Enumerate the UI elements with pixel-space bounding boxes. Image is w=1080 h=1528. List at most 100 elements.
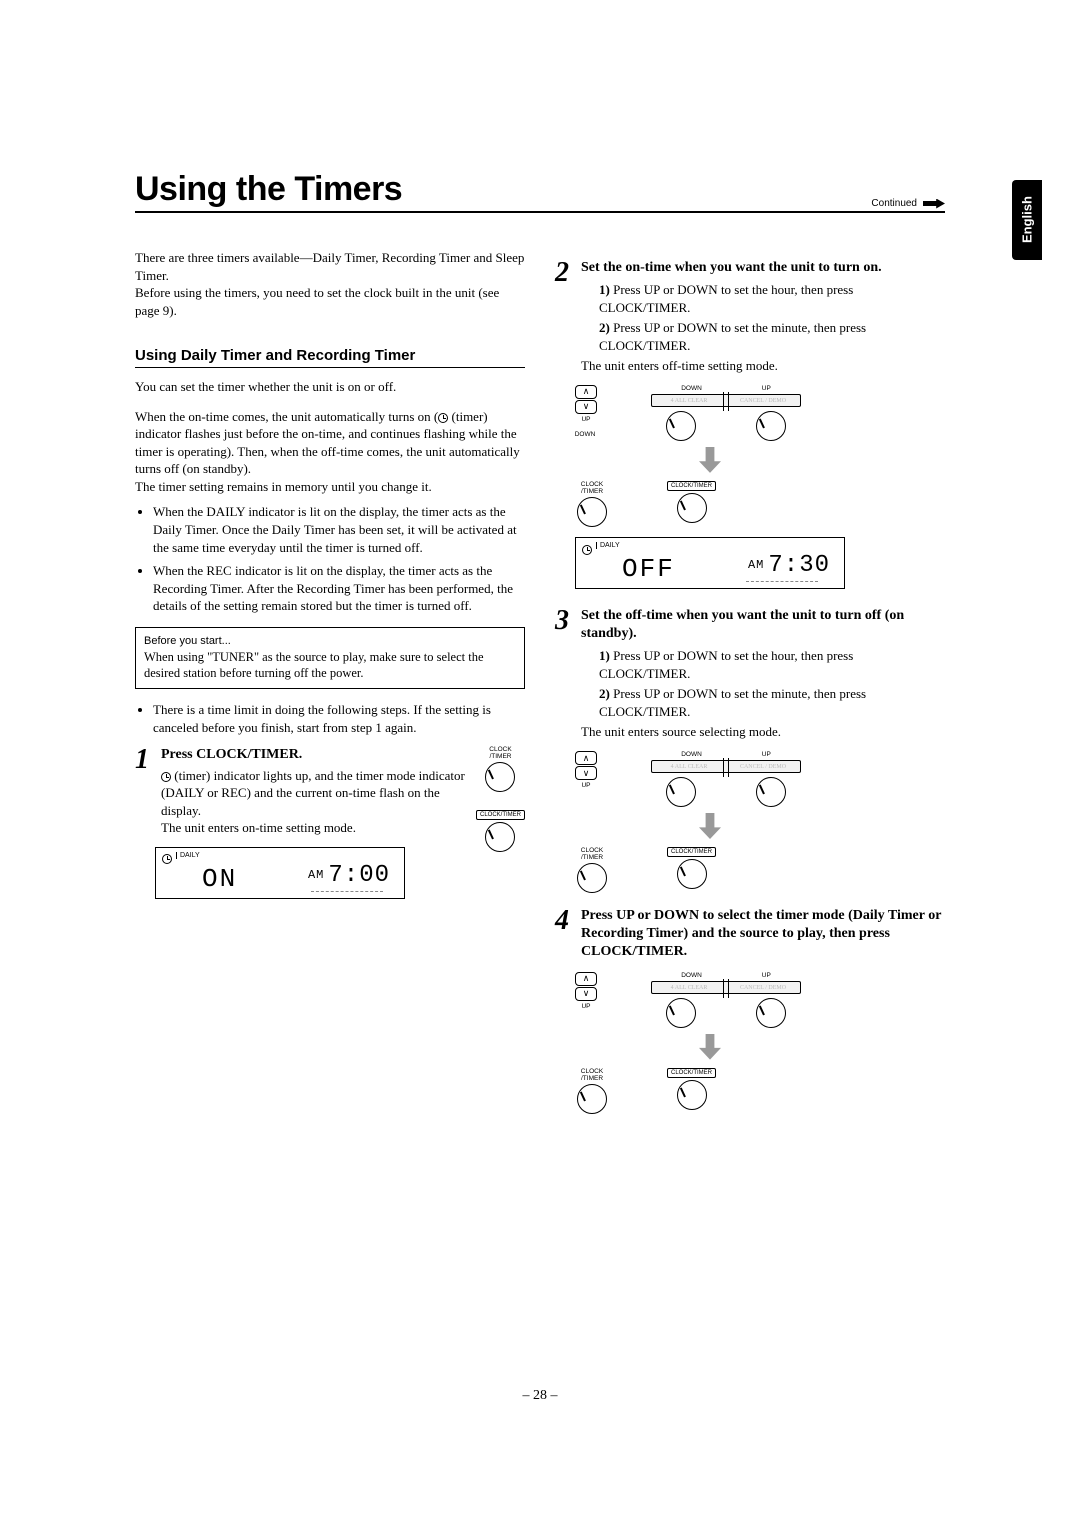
note-box: Before you start... When using "TUNER" a… — [135, 627, 525, 690]
down-button-icon: ∨ — [575, 400, 597, 414]
down-button-icon: ∨ — [575, 987, 597, 1001]
knob-icon — [577, 497, 607, 527]
continued-label: Continued — [871, 198, 917, 209]
clock-timer-label: CLOCK /TIMER — [581, 847, 603, 861]
step2-after: The unit enters off-time setting mode. — [581, 357, 945, 375]
clock-timer-label: CLOCK /TIMER — [489, 746, 511, 760]
section1-bullets: When the DAILY indicator is lit on the d… — [135, 503, 525, 614]
page-title: Using the Timers — [135, 170, 402, 209]
clock-timer-label: CLOCK /TIMER — [581, 1068, 603, 1082]
clock-icon — [162, 854, 172, 864]
lcd-am-lead: AM — [748, 558, 764, 572]
section-heading: Using Daily Timer and Recording Timer — [135, 347, 525, 368]
up-button-icon: ∧ — [575, 751, 597, 765]
knob-icon — [577, 863, 607, 893]
section1-p1: You can set the timer whether the unit i… — [135, 378, 525, 396]
remote-bar: 4 ALL CLEAR CANCEL / DEMO — [651, 760, 801, 773]
lcd-am-lead: AM — [308, 868, 324, 882]
step1-title: Press CLOCK/TIMER. — [161, 746, 465, 764]
lcd-display-off: DAILY OFF AM 7:30 — [575, 537, 845, 589]
knob-icon — [756, 777, 786, 807]
lcd-time: 7:30 — [768, 552, 830, 579]
step2-title: Set the on-time when you want the unit t… — [581, 259, 945, 277]
lcd-left-text: ON — [202, 864, 237, 894]
knob-icon — [677, 493, 707, 523]
up-label-2: UP — [762, 385, 771, 392]
down-label-2: DOWN — [681, 385, 702, 392]
step1-body: (timer) indicator lights up, and the tim… — [161, 767, 465, 837]
step3-substeps: 1) Press UP or DOWN to set the hour, the… — [581, 647, 945, 720]
up-label: UP — [581, 1003, 590, 1010]
up-label-2: UP — [762, 972, 771, 979]
clock-icon — [438, 413, 448, 423]
intro-p2: Before using the timers, you need to set… — [135, 284, 525, 319]
step2-substeps: 1) Press UP or DOWN to set the hour, the… — [581, 281, 945, 354]
step1-num: 1 — [135, 746, 155, 774]
section1-p3: The timer setting remains in memory unti… — [135, 478, 525, 496]
page-content: Using the Timers Continued There are thr… — [135, 170, 945, 1124]
clock-timer-button-label: CLOCK/TIMER — [667, 1068, 716, 1078]
knob-icon — [577, 1084, 607, 1114]
down-label-2: DOWN — [681, 972, 702, 979]
knob-icon — [756, 998, 786, 1028]
step2-num: 2 — [555, 259, 575, 287]
clock-icon — [161, 772, 171, 782]
clock-icon — [582, 545, 592, 555]
lcd-display-on: DAILY ON AM 7:00 — [155, 847, 405, 899]
lcd-daily-label: DAILY — [176, 852, 200, 859]
bullet-rec: When the REC indicator is lit on the dis… — [153, 562, 525, 615]
knob-icon — [677, 1080, 707, 1110]
arrow-right-icon — [923, 199, 945, 209]
step3-after: The unit enters source selecting mode. — [581, 723, 945, 741]
up-label-2: UP — [762, 751, 771, 758]
step3-num: 3 — [555, 607, 575, 635]
knob-icon — [485, 762, 515, 792]
knob-icon — [666, 411, 696, 441]
up-button-icon: ∧ — [575, 972, 597, 986]
clock-timer-button-label: CLOCK/TIMER — [667, 481, 716, 491]
knob-icon — [666, 777, 696, 807]
note-lead: Before you start... — [144, 634, 516, 649]
remote-bar: 4 ALL CLEAR CANCEL / DEMO — [651, 981, 801, 994]
up-label: UP — [581, 782, 590, 789]
language-tab: English — [1012, 180, 1042, 260]
columns: There are three timers available—Daily T… — [135, 249, 945, 1124]
remote-bar: 4 ALL CLEAR CANCEL / DEMO — [651, 394, 801, 407]
knob-icon — [677, 859, 707, 889]
down-button-icon: ∨ — [575, 766, 597, 780]
down-arrow-icon — [699, 1034, 721, 1060]
lcd-daily-label: DAILY — [596, 542, 620, 549]
up-label: UP — [581, 416, 590, 423]
clock-timer-button-label: CLOCK/TIMER — [476, 810, 525, 820]
down-label: DOWN — [575, 431, 596, 438]
updown-buttons: ∧ ∨ — [575, 751, 597, 780]
step4-figure: ∧ ∨ UP DOWN UP 4 ALL CLEAR CANCEL / DEMO — [575, 972, 845, 1114]
bullet-daily: When the DAILY indicator is lit on the d… — [153, 503, 525, 556]
step3-figure: ∧ ∨ UP DOWN UP 4 ALL CLEAR CANCEL / DEMO — [575, 751, 845, 893]
down-label-2: DOWN — [681, 751, 702, 758]
left-column: There are three timers available—Daily T… — [135, 249, 525, 1124]
step3-title: Set the off-time when you want the unit … — [581, 607, 945, 643]
step4-title: Press UP or DOWN to select the timer mod… — [581, 907, 945, 962]
note-body: When using "TUNER" as the source to play… — [144, 649, 516, 683]
step3-sub1: 1) Press UP or DOWN to set the hour, the… — [599, 647, 945, 682]
clock-timer-button-label: CLOCK/TIMER — [667, 847, 716, 857]
down-arrow-icon — [699, 813, 721, 839]
section1-p2: When the on-time comes, the unit automat… — [135, 408, 525, 478]
step2-sub1: 1) Press UP or DOWN to set the hour, the… — [599, 281, 945, 316]
step2-figure: ∧ ∨ UP DOWN DOWN UP — [575, 385, 845, 527]
limit-bullet-list: There is a time limit in doing the follo… — [135, 701, 525, 736]
page-number: – 28 – — [135, 1388, 945, 1404]
step4-num: 4 — [555, 907, 575, 935]
lcd-left-text: OFF — [622, 554, 675, 584]
updown-buttons: ∧ ∨ — [575, 385, 597, 414]
intro-p1: There are three timers available—Daily T… — [135, 249, 525, 284]
down-arrow-icon — [699, 447, 721, 473]
clock-timer-label: CLOCK /TIMER — [581, 481, 603, 495]
knob-icon — [666, 998, 696, 1028]
knob-icon — [756, 411, 786, 441]
step2-sub2: 2) Press UP or DOWN to set the minute, t… — [599, 319, 945, 354]
up-button-icon: ∧ — [575, 385, 597, 399]
updown-buttons: ∧ ∨ — [575, 972, 597, 1001]
step-4: 4 Press UP or DOWN to select the timer m… — [555, 907, 945, 962]
